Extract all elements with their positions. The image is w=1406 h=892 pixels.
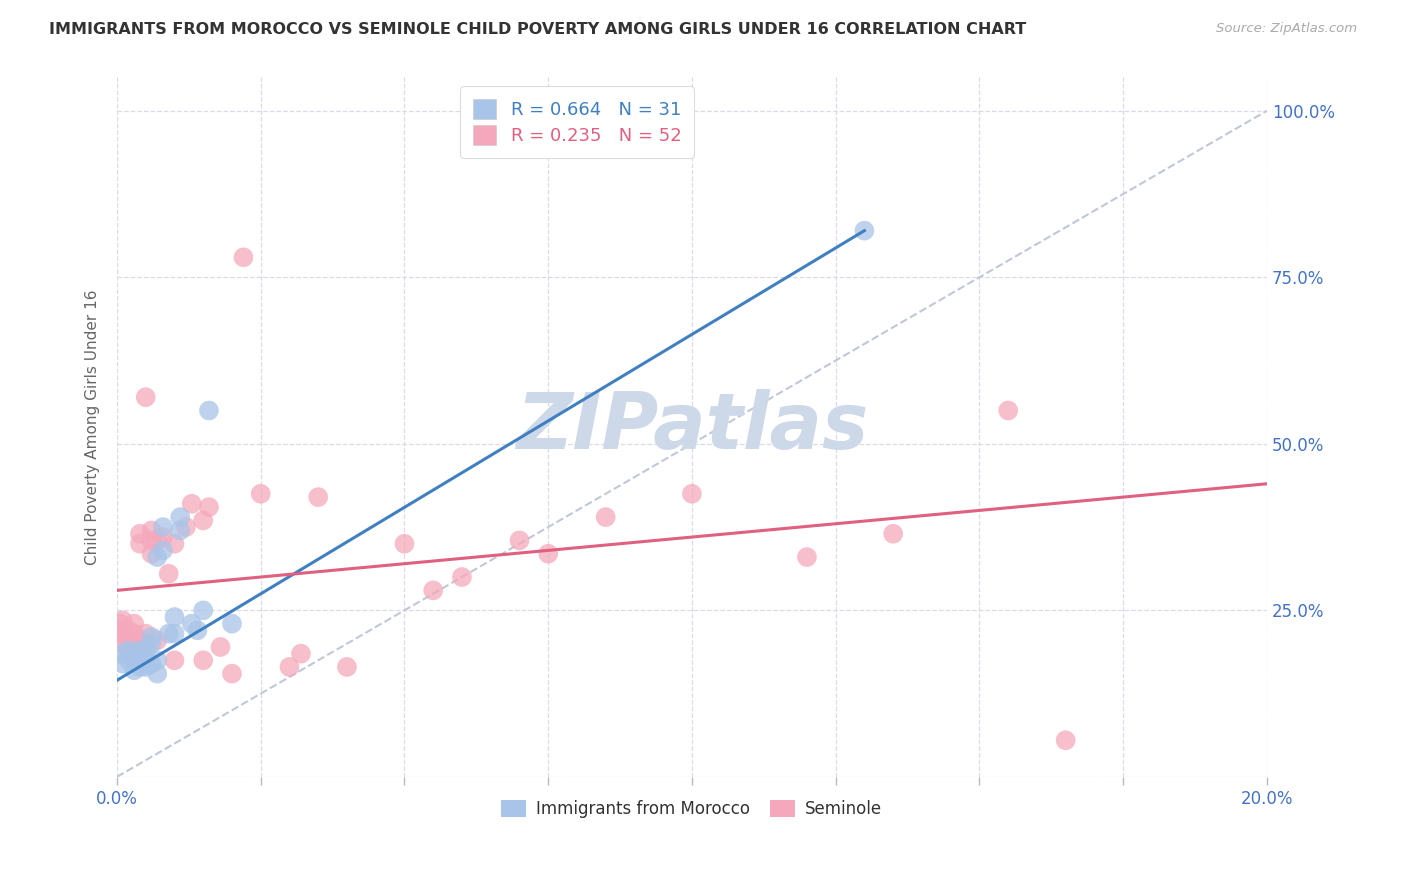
Point [117,637,139,651]
Point [193,603,215,617]
Point [152,520,174,534]
Point [122,626,145,640]
Point [997,403,1019,417]
Point [336,660,359,674]
Point [111,657,134,671]
Point [152,543,174,558]
Point [107,624,129,638]
Point [174,520,197,534]
Point [796,549,818,564]
Point [135,643,157,657]
Point [169,510,191,524]
Point [122,653,145,667]
Point [135,626,157,640]
Point [290,647,312,661]
Point [209,640,232,654]
Point [146,666,169,681]
Point [111,647,134,661]
Point [169,524,191,538]
Point [129,660,152,674]
Point [122,640,145,654]
Point [198,403,221,417]
Point [186,624,208,638]
Point [117,647,139,661]
Point [129,537,152,551]
Point [108,616,131,631]
Point [129,643,152,657]
Point [122,663,145,677]
Point [232,250,254,264]
Point [146,633,169,648]
Point [853,224,876,238]
Point [146,533,169,548]
Point [193,653,215,667]
Y-axis label: Child Poverty Among Girls Under 16: Child Poverty Among Girls Under 16 [86,289,100,565]
Point [1054,733,1077,747]
Point [111,613,134,627]
Legend: Immigrants from Morocco, Seminole: Immigrants from Morocco, Seminole [495,793,889,824]
Point [117,624,139,638]
Point [129,633,152,648]
Point [122,650,145,665]
Point [129,526,152,541]
Point [111,637,134,651]
Point [307,490,329,504]
Point [163,537,186,551]
Point [141,533,163,548]
Point [141,630,163,644]
Point [141,637,163,651]
Point [422,583,444,598]
Point [146,653,169,667]
Point [595,510,617,524]
Point [141,657,163,671]
Point [193,513,215,527]
Point [249,487,271,501]
Text: Source: ZipAtlas.com: Source: ZipAtlas.com [1216,22,1357,36]
Point [198,500,221,514]
Point [129,647,152,661]
Point [163,610,186,624]
Point [537,547,560,561]
Point [394,537,416,551]
Point [122,616,145,631]
Point [146,549,169,564]
Point [141,524,163,538]
Point [135,390,157,404]
Point [122,647,145,661]
Point [508,533,530,548]
Point [882,526,904,541]
Point [117,653,139,667]
Text: ZIPatlas: ZIPatlas [516,389,868,465]
Point [180,497,202,511]
Point [135,660,157,674]
Point [111,626,134,640]
Point [163,653,186,667]
Point [117,643,139,657]
Point [157,626,180,640]
Point [135,640,157,654]
Point [221,666,243,681]
Point [451,570,474,584]
Point [157,566,180,581]
Point [152,530,174,544]
Point [141,547,163,561]
Point [221,616,243,631]
Point [180,616,202,631]
Text: IMMIGRANTS FROM MOROCCO VS SEMINOLE CHILD POVERTY AMONG GIRLS UNDER 16 CORRELATI: IMMIGRANTS FROM MOROCCO VS SEMINOLE CHIL… [49,22,1026,37]
Point [278,660,301,674]
Point [681,487,703,501]
Point [135,653,157,667]
Point [163,626,186,640]
